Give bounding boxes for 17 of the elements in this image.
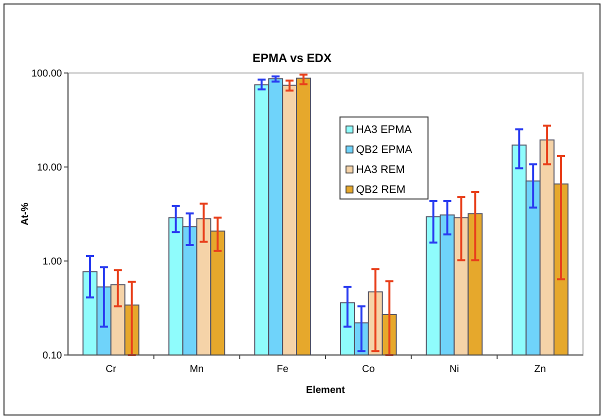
legend-label: HA3 REM [356,164,405,176]
x-tick-label: Fe [276,364,289,375]
x-axis-title: Element [306,385,346,396]
chart-title: EPMA vs EDX [252,51,332,65]
legend-label: QB2 REM [356,184,406,196]
y-axis-title: At-% [20,202,31,226]
x-tick-label: Cr [106,364,117,375]
y-tick-label: 10.00 [36,162,62,174]
x-tick-label: Ni [450,364,459,375]
y-tick-label: 100.00 [31,68,62,80]
legend-label: QB2 EPMA [356,144,413,156]
y-tick-label: 1.00 [42,256,62,268]
legend-label: HA3 EPMA [356,124,412,136]
x-tick-label: Mn [190,364,204,375]
x-tick-label: Zn [534,364,546,375]
x-tick-label: Co [362,364,376,375]
y-tick-label: 0.10 [42,350,62,362]
